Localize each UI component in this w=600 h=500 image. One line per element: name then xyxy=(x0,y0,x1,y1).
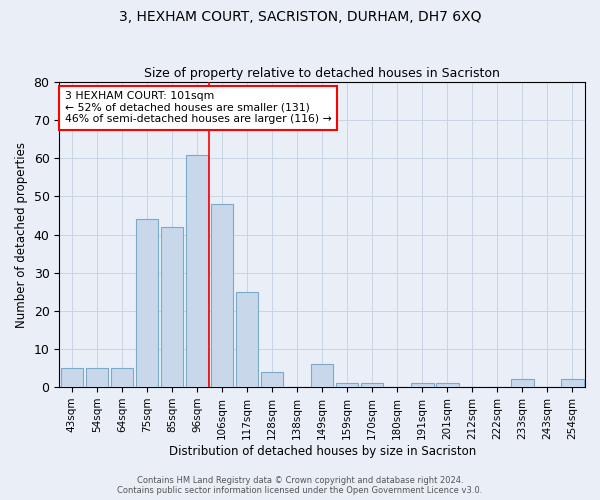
Bar xyxy=(236,292,259,387)
Bar xyxy=(361,384,383,387)
Bar xyxy=(261,372,283,387)
Bar xyxy=(136,220,158,387)
Bar xyxy=(161,227,183,387)
Text: 3 HEXHAM COURT: 101sqm
← 52% of detached houses are smaller (131)
46% of semi-de: 3 HEXHAM COURT: 101sqm ← 52% of detached… xyxy=(65,91,331,124)
Bar xyxy=(561,380,584,387)
Bar xyxy=(436,384,458,387)
Bar xyxy=(411,384,434,387)
Bar xyxy=(186,154,208,387)
Bar xyxy=(86,368,108,387)
Bar xyxy=(211,204,233,387)
Text: 3, HEXHAM COURT, SACRISTON, DURHAM, DH7 6XQ: 3, HEXHAM COURT, SACRISTON, DURHAM, DH7 … xyxy=(119,10,481,24)
Text: Contains HM Land Registry data © Crown copyright and database right 2024.
Contai: Contains HM Land Registry data © Crown c… xyxy=(118,476,482,495)
Bar xyxy=(511,380,533,387)
Title: Size of property relative to detached houses in Sacriston: Size of property relative to detached ho… xyxy=(144,66,500,80)
Bar xyxy=(110,368,133,387)
X-axis label: Distribution of detached houses by size in Sacriston: Distribution of detached houses by size … xyxy=(169,444,476,458)
Bar xyxy=(336,384,358,387)
Bar xyxy=(61,368,83,387)
Y-axis label: Number of detached properties: Number of detached properties xyxy=(15,142,28,328)
Bar xyxy=(311,364,334,387)
